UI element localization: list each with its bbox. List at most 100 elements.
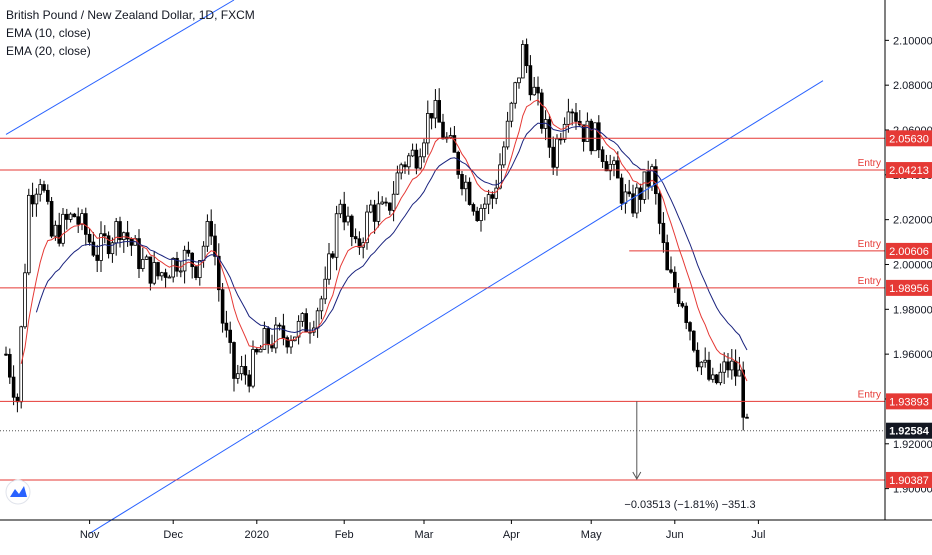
time-tick-label: Nov bbox=[80, 529, 100, 541]
entry-label: Entry bbox=[858, 158, 881, 169]
candle-body bbox=[730, 360, 734, 371]
candle-body bbox=[300, 313, 305, 322]
candle-body bbox=[551, 146, 555, 168]
candle-body bbox=[296, 320, 301, 338]
candle-body bbox=[463, 181, 468, 190]
candle-body bbox=[338, 203, 343, 215]
candle-body bbox=[72, 213, 77, 218]
current-price-text: 1.92584 bbox=[889, 426, 930, 438]
candle-body bbox=[80, 213, 84, 225]
candle-body bbox=[616, 160, 620, 179]
candle-body bbox=[110, 242, 115, 255]
candle-body bbox=[745, 416, 749, 419]
level-price-tag bbox=[886, 393, 932, 410]
candle-body bbox=[410, 149, 415, 157]
candle-body bbox=[334, 213, 339, 258]
candle-body bbox=[562, 123, 567, 140]
symbol-title: British Pound / New Zealand Dollar, 1D, … bbox=[6, 8, 255, 22]
measure-arrow-head bbox=[632, 471, 642, 480]
level-price-tag bbox=[886, 162, 932, 179]
candle-body bbox=[635, 187, 639, 214]
candle-body bbox=[406, 155, 411, 168]
candle-body bbox=[646, 171, 650, 187]
candle-body bbox=[95, 254, 100, 261]
entry-label: Entry bbox=[858, 276, 881, 287]
candle-body bbox=[570, 111, 574, 114]
candle-body bbox=[178, 270, 183, 273]
candle-body bbox=[118, 221, 122, 241]
candle-body bbox=[688, 322, 692, 332]
candle-body bbox=[581, 124, 586, 142]
level-price-text: 1.98956 bbox=[889, 283, 929, 295]
candle-body bbox=[167, 276, 172, 279]
logo-circle bbox=[5, 479, 31, 505]
candle-body bbox=[197, 260, 202, 278]
candle-body bbox=[42, 184, 46, 191]
candle-body bbox=[175, 257, 179, 272]
candle-body bbox=[665, 242, 669, 271]
candle-body bbox=[357, 238, 362, 248]
candle-body bbox=[673, 271, 677, 289]
candle-body bbox=[741, 369, 745, 418]
level-price-text: 2.00606 bbox=[889, 246, 929, 258]
time-tick-label: May bbox=[581, 529, 602, 541]
candle-body bbox=[342, 203, 346, 223]
candle-body bbox=[494, 187, 498, 199]
candle-body bbox=[171, 257, 176, 278]
candle-body bbox=[612, 160, 616, 165]
candle-body bbox=[722, 361, 726, 373]
candle-body bbox=[281, 325, 286, 339]
candle-body bbox=[540, 92, 544, 129]
candle-body bbox=[220, 289, 225, 324]
candle-body bbox=[114, 221, 119, 244]
candle-body bbox=[140, 259, 145, 270]
measure-label: −0.03513 (−1.81%) −351.3 bbox=[624, 499, 755, 511]
candle-body bbox=[251, 348, 255, 387]
candle-body bbox=[597, 122, 601, 151]
level-price-tag bbox=[886, 242, 932, 259]
candle-body bbox=[711, 374, 715, 380]
level-price-tag bbox=[886, 279, 932, 296]
price-tick-label: 1.98000 bbox=[893, 304, 932, 316]
candle-body bbox=[159, 272, 164, 277]
candle-body bbox=[186, 249, 191, 254]
candle-body bbox=[703, 359, 707, 363]
candle-body bbox=[84, 213, 88, 235]
candle-body bbox=[266, 328, 270, 346]
candle-body bbox=[452, 135, 457, 153]
candle-body bbox=[467, 181, 472, 205]
candle-body bbox=[285, 337, 289, 348]
price-axis: 1.900001.920001.940001.960001.980002.000… bbox=[884, 0, 932, 520]
candle-body bbox=[232, 342, 236, 379]
candle-body bbox=[471, 204, 476, 212]
levels-layer: Entry Entry Entry Entry −0.03513 (−1.81%) −3… bbox=[0, 0, 885, 534]
candle-body bbox=[593, 122, 597, 152]
candle-body bbox=[387, 202, 392, 211]
candle-body bbox=[122, 232, 126, 241]
candle-body bbox=[346, 215, 350, 223]
candle-body bbox=[380, 201, 384, 205]
candle-body bbox=[619, 177, 624, 204]
candle-body bbox=[642, 171, 647, 200]
candle-body bbox=[30, 194, 35, 205]
level-price-text: 2.05630 bbox=[889, 133, 929, 145]
candle-body bbox=[106, 235, 111, 255]
candle-body bbox=[239, 366, 244, 375]
candle-body bbox=[414, 149, 419, 169]
candle-body bbox=[330, 253, 335, 258]
candle-body bbox=[718, 371, 723, 384]
candle-body bbox=[399, 164, 403, 174]
candle-body bbox=[91, 241, 96, 256]
candle-body bbox=[144, 256, 149, 260]
ema10-legend: EMA (10, close) bbox=[6, 26, 91, 40]
candle-body bbox=[498, 164, 502, 189]
candle-body bbox=[692, 330, 696, 351]
logo-mark bbox=[10, 486, 27, 497]
candle-body bbox=[213, 235, 217, 257]
candle-body bbox=[376, 203, 381, 222]
trendline bbox=[89, 80, 824, 534]
candle-body bbox=[707, 359, 711, 380]
candle-body bbox=[437, 100, 441, 123]
